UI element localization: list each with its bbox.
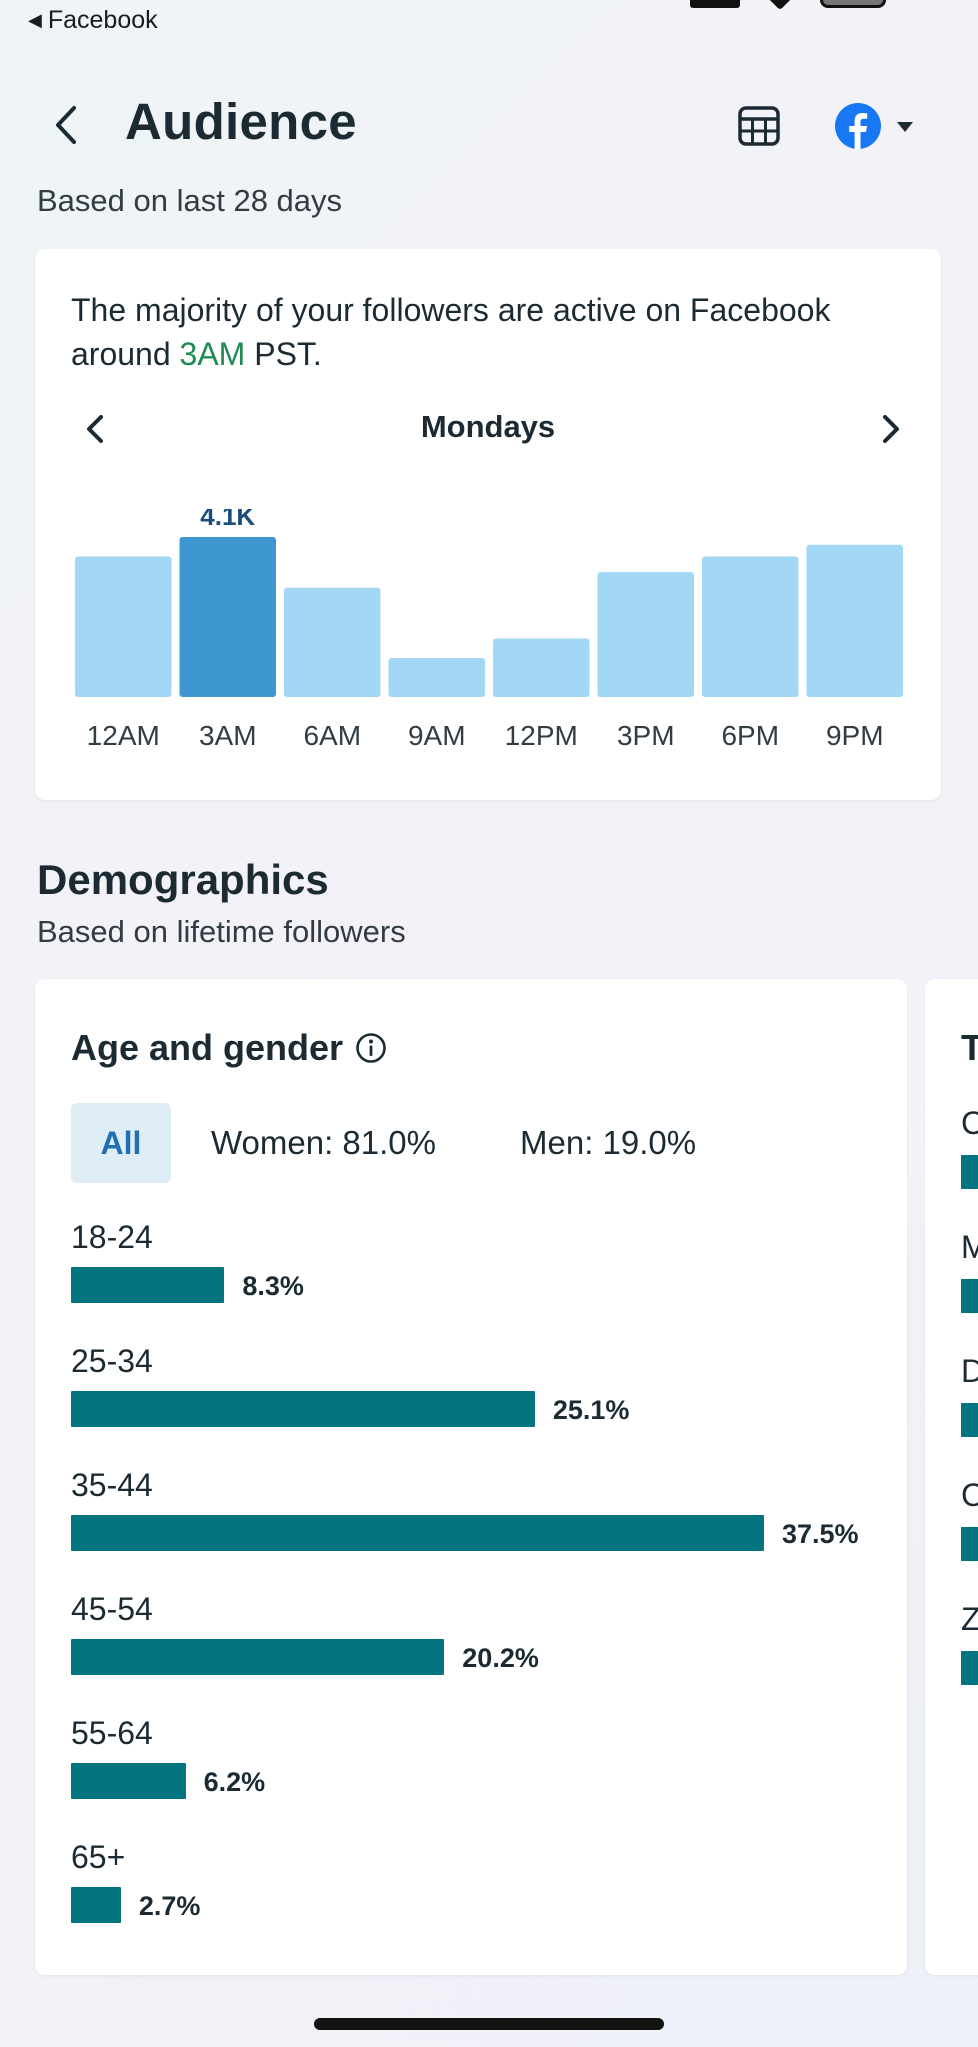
age-bar [71,1887,121,1923]
age-percent-label: 6.2% [203,1767,266,1797]
age-range-label: 55-64 [71,1715,153,1751]
activity-tick-label: 12PM [505,720,578,751]
age-percent-label: 37.5% [782,1519,859,1549]
age-gender-card: Age and gender All Women: 81.0% Men: 19.… [35,979,907,1975]
activity-highlight-time: 3AM [179,336,246,372]
facebook-icon[interactable] [834,102,882,150]
activity-bar-3am[interactable] [179,537,277,697]
filter-all-button[interactable]: All [71,1103,171,1183]
filter-men-button[interactable]: Men: 19.0% [520,1124,697,1161]
next-card-row: C [961,1105,978,1195]
age-row: 55-64 6.2% [71,1715,891,1815]
age-percent-label: 2.7% [138,1891,201,1921]
page-title: Audience [125,93,357,150]
next-card-row-label: M [961,1229,978,1265]
table-icon[interactable] [735,102,783,150]
next-card-row-label: Z [961,1601,978,1637]
age-row: 18-24 8.3% [71,1219,891,1319]
activity-subtitle: Based on last 28 days [37,183,343,218]
status-back-to-app[interactable]: ◀ Facebook [28,6,158,35]
activity-bar-6am[interactable] [284,587,381,697]
age-percent-label: 8.3% [242,1271,304,1301]
activity-tick-label: 9AM [408,720,466,751]
next-card-row-bar [961,1403,978,1437]
home-indicator [314,2018,664,2030]
next-card-row-label: C [961,1105,978,1141]
next-card-title: T [961,1027,978,1068]
activity-text-after: PST. [245,336,322,372]
age-percent-label: 20.2% [462,1643,539,1673]
next-card-row-bar [961,1155,978,1189]
activity-bar-9am[interactable] [388,657,486,697]
age-bar [71,1515,764,1551]
info-icon[interactable] [355,1032,387,1064]
activity-bar-12pm[interactable] [493,638,590,697]
next-card-row-label: D [961,1353,978,1389]
next-demographics-card[interactable]: T C M D C Z [925,979,978,1975]
age-range-label: 18-24 [71,1219,153,1255]
demographics-subtitle: Based on lifetime followers [37,914,406,949]
activity-bar-9pm[interactable] [806,544,904,697]
next-card-row-bar [961,1279,978,1313]
next-card-row: M [961,1229,978,1319]
wifi-icon [765,0,795,11]
age-range-label: 35-44 [71,1467,153,1503]
next-card-row-bar [961,1651,978,1685]
activity-bar-12am[interactable] [75,556,172,697]
next-card-row: Z [961,1601,978,1691]
activity-data-label: 4.1K [200,509,255,531]
status-back-label: Facebook [47,6,158,34]
activity-bar-3pm[interactable] [597,572,695,697]
age-range-label: 25-34 [71,1343,153,1379]
age-range-label: 45-54 [71,1591,153,1627]
back-triangle-icon: ◀ [28,10,42,30]
activity-text-before: The majority of your followers are activ… [71,292,831,372]
age-gender-title: Age and gender [71,1027,344,1068]
signal-icon [690,0,740,8]
age-bar [71,1267,225,1303]
activity-tick-label: 3PM [617,720,675,751]
age-percent-label: 25.1% [552,1395,630,1425]
day-selector-label: Mondays [420,409,556,444]
active-times-card: The majority of your followers are activ… [35,249,941,800]
age-row: 65+ 2.7% [71,1839,891,1939]
activity-tick-label: 6PM [721,720,779,751]
activity-bar-chart: 12AM 3AM 4.1K 6AM 9AM 12PM 3PM 6PM 9PM [75,509,904,751]
activity-tick-label: 3AM [199,720,257,751]
age-range-label: 65+ [71,1839,126,1875]
next-card-row-label: C [961,1477,978,1513]
chevron-left-icon[interactable] [77,407,113,451]
activity-bar-6pm[interactable] [702,556,799,697]
demographics-title: Demographics [37,856,329,903]
age-row: 35-44 37.5% [71,1467,891,1567]
next-card-row-bar [961,1527,978,1561]
battery-icon [820,0,886,8]
caret-down-icon[interactable] [895,120,915,134]
back-chevron-icon[interactable] [46,100,86,150]
filter-women-button[interactable]: Women: 81.0% [211,1124,437,1161]
age-bar [71,1763,186,1799]
age-row: 25-34 25.1% [71,1343,891,1443]
chevron-right-icon[interactable] [873,407,909,451]
activity-tick-label: 9PM [826,720,884,751]
next-card-row: D [961,1353,978,1443]
age-bar [71,1391,535,1427]
activity-summary: The majority of your followers are activ… [71,288,891,376]
activity-tick-label: 12AM [87,720,160,751]
next-card-row: C [961,1477,978,1567]
age-bar [71,1639,445,1675]
age-gender-heading: Age and gender [71,1027,387,1069]
activity-tick-label: 6AM [303,720,361,751]
status-icons [690,0,890,11]
age-row: 45-54 20.2% [71,1591,891,1691]
